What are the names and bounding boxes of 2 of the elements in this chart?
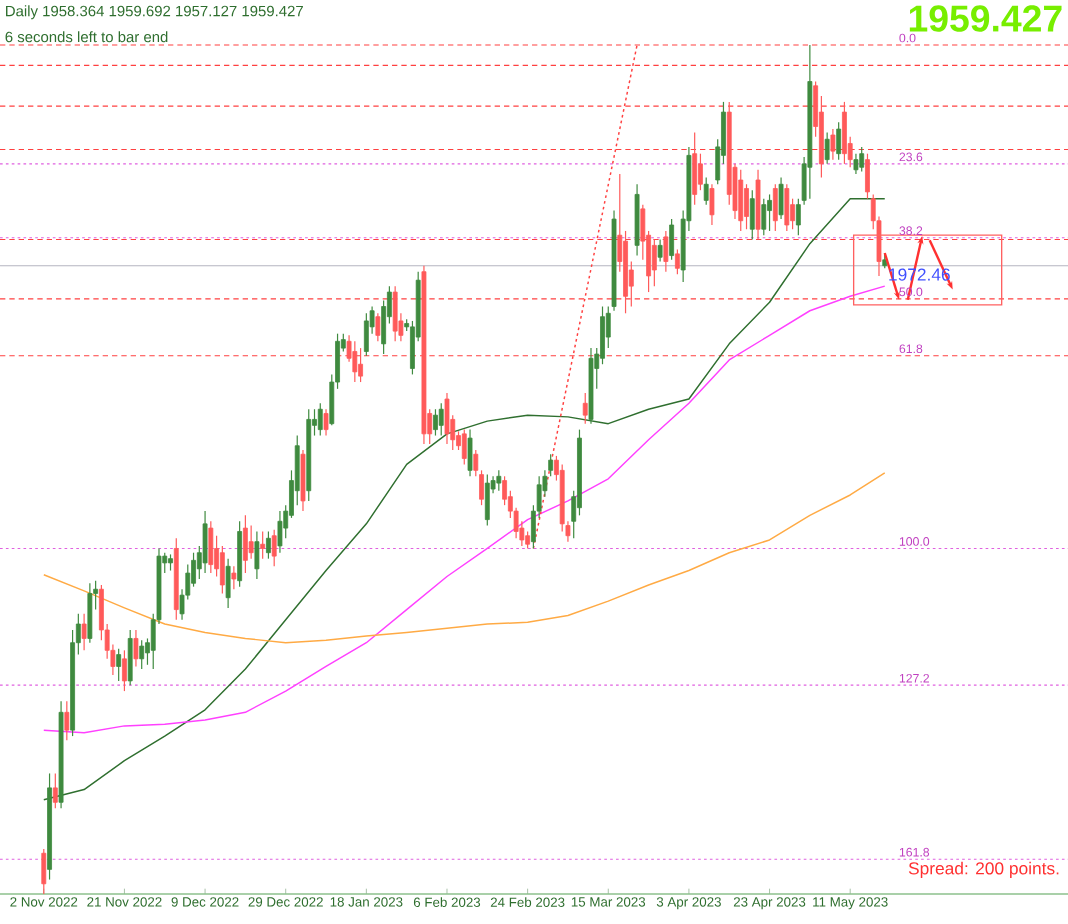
text: 1959.427 <box>909 5 1062 32</box>
text: Spread: 200 points. <box>908 861 1059 878</box>
